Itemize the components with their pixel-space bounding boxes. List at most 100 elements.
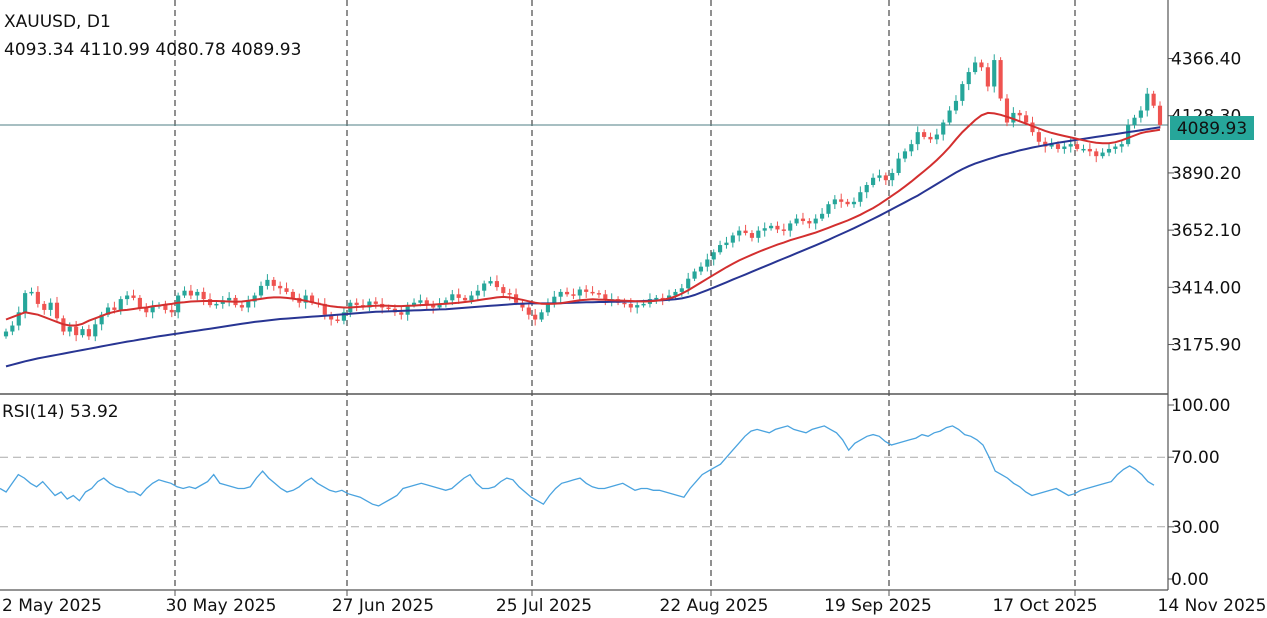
candle-body xyxy=(737,230,742,236)
candle xyxy=(998,57,1003,101)
candle xyxy=(941,119,946,141)
candle xyxy=(781,223,786,236)
candle-body xyxy=(456,294,461,298)
candle xyxy=(705,253,710,272)
candle-body xyxy=(169,309,174,313)
candle-body xyxy=(1087,148,1092,152)
candle xyxy=(769,222,774,231)
candle-body xyxy=(258,285,264,296)
candle xyxy=(105,303,111,318)
candle-body xyxy=(252,295,257,302)
candle-body xyxy=(564,291,570,295)
candle-body xyxy=(788,223,793,231)
candle-body xyxy=(749,233,755,238)
candle-body xyxy=(1100,152,1105,157)
candle xyxy=(902,148,908,163)
candle xyxy=(399,306,404,320)
candle-body xyxy=(845,201,850,205)
candle-body xyxy=(284,288,289,292)
candle xyxy=(539,309,544,322)
candle xyxy=(188,284,193,300)
candle xyxy=(552,290,557,308)
candle-body xyxy=(475,290,480,296)
time-axis-labels: 2 May 2025 30 May 2025 27 Jun 2025 25 Jul 2… xyxy=(2,590,1266,616)
candle-body xyxy=(246,301,251,308)
time-label-7: 14 Nov 2025 xyxy=(1158,596,1267,616)
candle xyxy=(1062,142,1067,154)
candle-body xyxy=(775,225,780,230)
candle-body xyxy=(654,297,659,300)
rsi-title: RSI(14) 53.92 xyxy=(2,402,119,422)
candle-body xyxy=(762,228,767,231)
candle-body xyxy=(711,252,716,260)
candle-body xyxy=(1004,98,1010,123)
candle-body xyxy=(890,172,895,181)
candle-body xyxy=(354,302,359,306)
candle xyxy=(800,212,806,225)
candle-body xyxy=(443,300,448,304)
candle-body xyxy=(934,134,939,140)
candle xyxy=(1081,144,1086,153)
candle-body xyxy=(482,283,487,291)
candle xyxy=(195,289,200,301)
candle-body xyxy=(16,312,21,326)
candle xyxy=(1100,148,1105,159)
candle xyxy=(284,282,289,295)
candle xyxy=(654,295,659,304)
candle xyxy=(265,274,270,290)
candle-body xyxy=(552,296,557,303)
candle-body xyxy=(1119,144,1124,147)
candle-body xyxy=(820,213,825,219)
candle-body xyxy=(724,242,729,246)
candle-body xyxy=(386,307,391,310)
candle xyxy=(966,67,971,91)
candle xyxy=(953,95,959,115)
candle-body xyxy=(144,307,149,313)
candle xyxy=(533,308,538,326)
rsi-pane[interactable] xyxy=(0,425,1168,528)
candle xyxy=(788,220,793,237)
candle-body xyxy=(1132,117,1137,125)
candle-body xyxy=(673,291,678,296)
time-label-1: 30 May 2025 xyxy=(166,596,277,616)
candle xyxy=(1004,94,1010,127)
candle-body xyxy=(998,60,1003,99)
candle xyxy=(482,280,487,297)
candle xyxy=(3,328,9,339)
candle xyxy=(488,276,493,286)
candle xyxy=(48,298,53,316)
candle-body xyxy=(1049,144,1054,147)
candle-body xyxy=(635,305,640,308)
candle xyxy=(1138,106,1143,123)
price-pane[interactable] xyxy=(0,54,1168,368)
candle xyxy=(74,320,79,342)
candle-body xyxy=(909,144,914,152)
candle xyxy=(794,214,799,226)
candle xyxy=(246,295,251,313)
rsi-tick-label-3: 0.00 xyxy=(1171,570,1209,590)
price-axis-ticks: 4366.404128.303890.203652.103414.003175.… xyxy=(1168,50,1241,356)
candle-body xyxy=(851,201,857,205)
candle xyxy=(813,214,818,230)
candle-body xyxy=(1138,110,1143,118)
candle-body xyxy=(979,62,984,68)
candle-body xyxy=(1126,124,1131,145)
candle xyxy=(501,284,506,298)
rsi-tick-label-2: 30.00 xyxy=(1171,518,1220,538)
candle xyxy=(820,208,825,222)
candle-body xyxy=(373,301,378,304)
candle xyxy=(214,301,219,309)
candle-body xyxy=(730,235,735,243)
candle-body xyxy=(590,291,595,294)
candle xyxy=(730,232,735,248)
candle xyxy=(724,236,729,249)
candle-body xyxy=(902,151,908,159)
date-gridlines xyxy=(174,0,1076,590)
candle-body xyxy=(411,302,417,306)
candle-body xyxy=(80,329,85,336)
candle-body xyxy=(928,136,933,140)
candle xyxy=(545,298,551,316)
candle-body xyxy=(99,314,104,325)
candle-body xyxy=(698,266,704,272)
